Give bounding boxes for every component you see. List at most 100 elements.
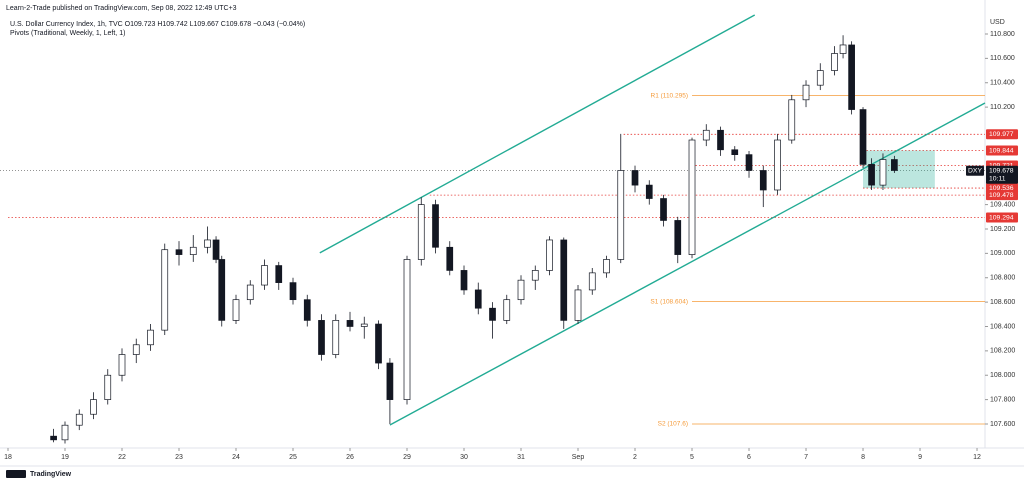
price-tag-label: 109.844 — [989, 147, 1014, 154]
y-tick-label: 108.600 — [990, 299, 1015, 306]
candle-body — [816, 70, 824, 86]
candle-body — [674, 220, 682, 255]
y-tick-label: 108.800 — [990, 275, 1015, 282]
candle-body — [61, 424, 69, 441]
candle-body — [868, 164, 875, 186]
y-tick-label: 108.400 — [990, 323, 1015, 330]
candle-body — [731, 149, 739, 155]
channel-line — [389, 102, 986, 426]
price-tag-label: 109.977 — [989, 131, 1014, 138]
last-price-tag — [986, 165, 1018, 184]
x-tick-label: 6 — [747, 454, 751, 461]
candle-body — [645, 184, 653, 199]
candle-body — [531, 270, 539, 281]
x-tick-label: 26 — [346, 454, 354, 461]
y-tick-label: 108.200 — [990, 348, 1015, 355]
x-tick-label: 7 — [804, 454, 808, 461]
candle-body — [474, 289, 482, 309]
candle-body — [702, 129, 710, 141]
x-tick-label: 29 — [403, 454, 411, 461]
currency: USD — [990, 19, 1005, 26]
position-box — [863, 150, 935, 189]
candle-body — [859, 109, 867, 165]
x-tick-label: 5 — [690, 454, 694, 461]
publisher: Learn-2-Trade published on TradingView.c… — [6, 5, 237, 12]
candle-body — [879, 159, 887, 186]
candle-body — [261, 265, 268, 286]
pivot-label: S2 (107.6) — [658, 421, 688, 428]
candle-body — [839, 44, 847, 54]
candle-body — [161, 249, 169, 331]
price-tag-label: 109.536 — [989, 185, 1014, 192]
price-tag — [986, 212, 1018, 223]
candle-body — [759, 170, 767, 191]
logo-icon — [6, 470, 26, 478]
candle-body — [204, 239, 211, 248]
candle-body — [489, 307, 496, 321]
x-tick-label: 30 — [460, 454, 468, 461]
candle-body — [891, 159, 898, 171]
candle-body — [603, 259, 610, 274]
candle-body — [546, 239, 553, 271]
candle-body — [75, 413, 83, 426]
pivot-label: S1 (108.604) — [650, 298, 688, 305]
price-tag — [986, 190, 1018, 201]
candle-body — [432, 204, 439, 248]
price-tag-label: 109.478 — [989, 192, 1014, 199]
candle-body — [275, 265, 283, 283]
indicator: Pivots (Traditional, Weekly, 1, Left, 1) — [10, 30, 125, 37]
candle-body — [289, 282, 297, 301]
x-tick-label: 22 — [118, 454, 126, 461]
candle-body — [802, 84, 810, 101]
candle-body — [503, 299, 511, 321]
candle-body — [218, 259, 226, 321]
logo: TradingView — [30, 471, 72, 478]
candle-body — [831, 53, 838, 71]
candle-body — [848, 44, 855, 110]
candle-body — [386, 362, 394, 400]
x-tick-label: 25 — [289, 454, 297, 461]
symbol-line: U.S. Dollar Currency Index, 1h, TVC O109… — [10, 21, 305, 28]
x-tick-label: 19 — [61, 454, 69, 461]
candle-body — [147, 329, 154, 346]
y-tick-label: 109.000 — [990, 250, 1015, 257]
y-tick-label: 109.400 — [990, 201, 1015, 208]
candle-body — [560, 239, 568, 321]
candle-body — [403, 259, 411, 400]
candle-body — [688, 139, 696, 255]
candle-body — [774, 139, 781, 191]
candle-body — [346, 320, 354, 327]
candle-body — [588, 272, 596, 291]
candle-body — [375, 323, 382, 364]
candle-body — [460, 270, 468, 291]
candle-body — [318, 320, 325, 355]
candle-body — [303, 299, 311, 321]
y-tick-label: 110.200 — [990, 104, 1015, 111]
y-tick-label: 110.600 — [990, 55, 1015, 62]
candle-body — [517, 279, 525, 301]
price-tag-label: 109.294 — [989, 214, 1014, 221]
candle-body — [104, 374, 112, 400]
x-tick-label: 18 — [4, 454, 12, 461]
candle-body — [246, 284, 254, 301]
candle-body — [189, 246, 197, 255]
y-tick-label: 107.800 — [990, 396, 1015, 403]
candle-body — [788, 99, 796, 141]
price-tag — [986, 129, 1018, 140]
x-tick-label: 23 — [175, 454, 183, 461]
candle-body — [360, 323, 368, 327]
candle-body — [212, 239, 220, 260]
candle-body — [617, 170, 625, 260]
pivot-label: R1 (110.295) — [651, 92, 688, 99]
candle-body — [90, 399, 97, 415]
y-tick-label: 110.800 — [990, 31, 1015, 38]
y-tick-label: 107.600 — [990, 421, 1015, 428]
countdown: 10:11 — [989, 176, 1006, 183]
x-tick-label: 24 — [232, 454, 240, 461]
price-tag — [986, 145, 1018, 156]
candle-body — [660, 198, 667, 221]
candle-body — [332, 320, 340, 355]
x-tick-label: 8 — [861, 454, 865, 461]
candle-body — [417, 204, 425, 260]
